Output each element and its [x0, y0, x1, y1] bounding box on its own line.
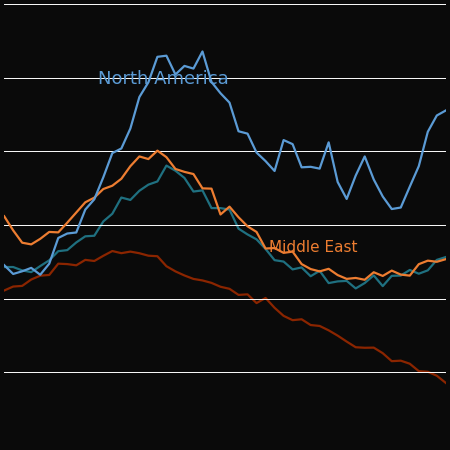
Text: Middle East: Middle East: [269, 239, 358, 255]
Text: North America: North America: [98, 70, 229, 88]
